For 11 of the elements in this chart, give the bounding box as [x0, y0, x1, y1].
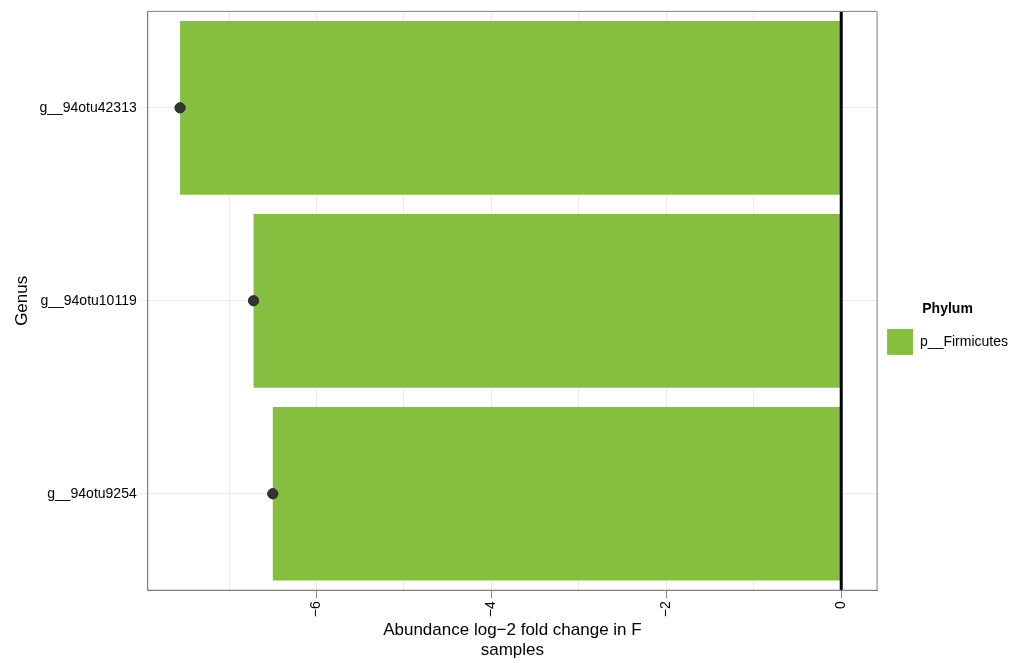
legend-title: Phylum — [922, 299, 973, 316]
x-tick-label: −4 — [482, 601, 499, 618]
legend-label: p__Firmicutes — [920, 332, 1008, 349]
x-tick-label: −2 — [657, 601, 674, 618]
x-tick-label: 0 — [832, 601, 849, 610]
y-axis-title: Genus — [11, 275, 31, 326]
y-tick-label: g__94otu10119 — [40, 291, 137, 308]
y-tick-label: g__94otu42313 — [39, 98, 137, 115]
x-axis-title: Abundance log−2 fold change in F samples — [383, 620, 642, 660]
x-tick-label: −6 — [307, 601, 324, 618]
y-tick-label: g__94otu9254 — [47, 484, 137, 501]
